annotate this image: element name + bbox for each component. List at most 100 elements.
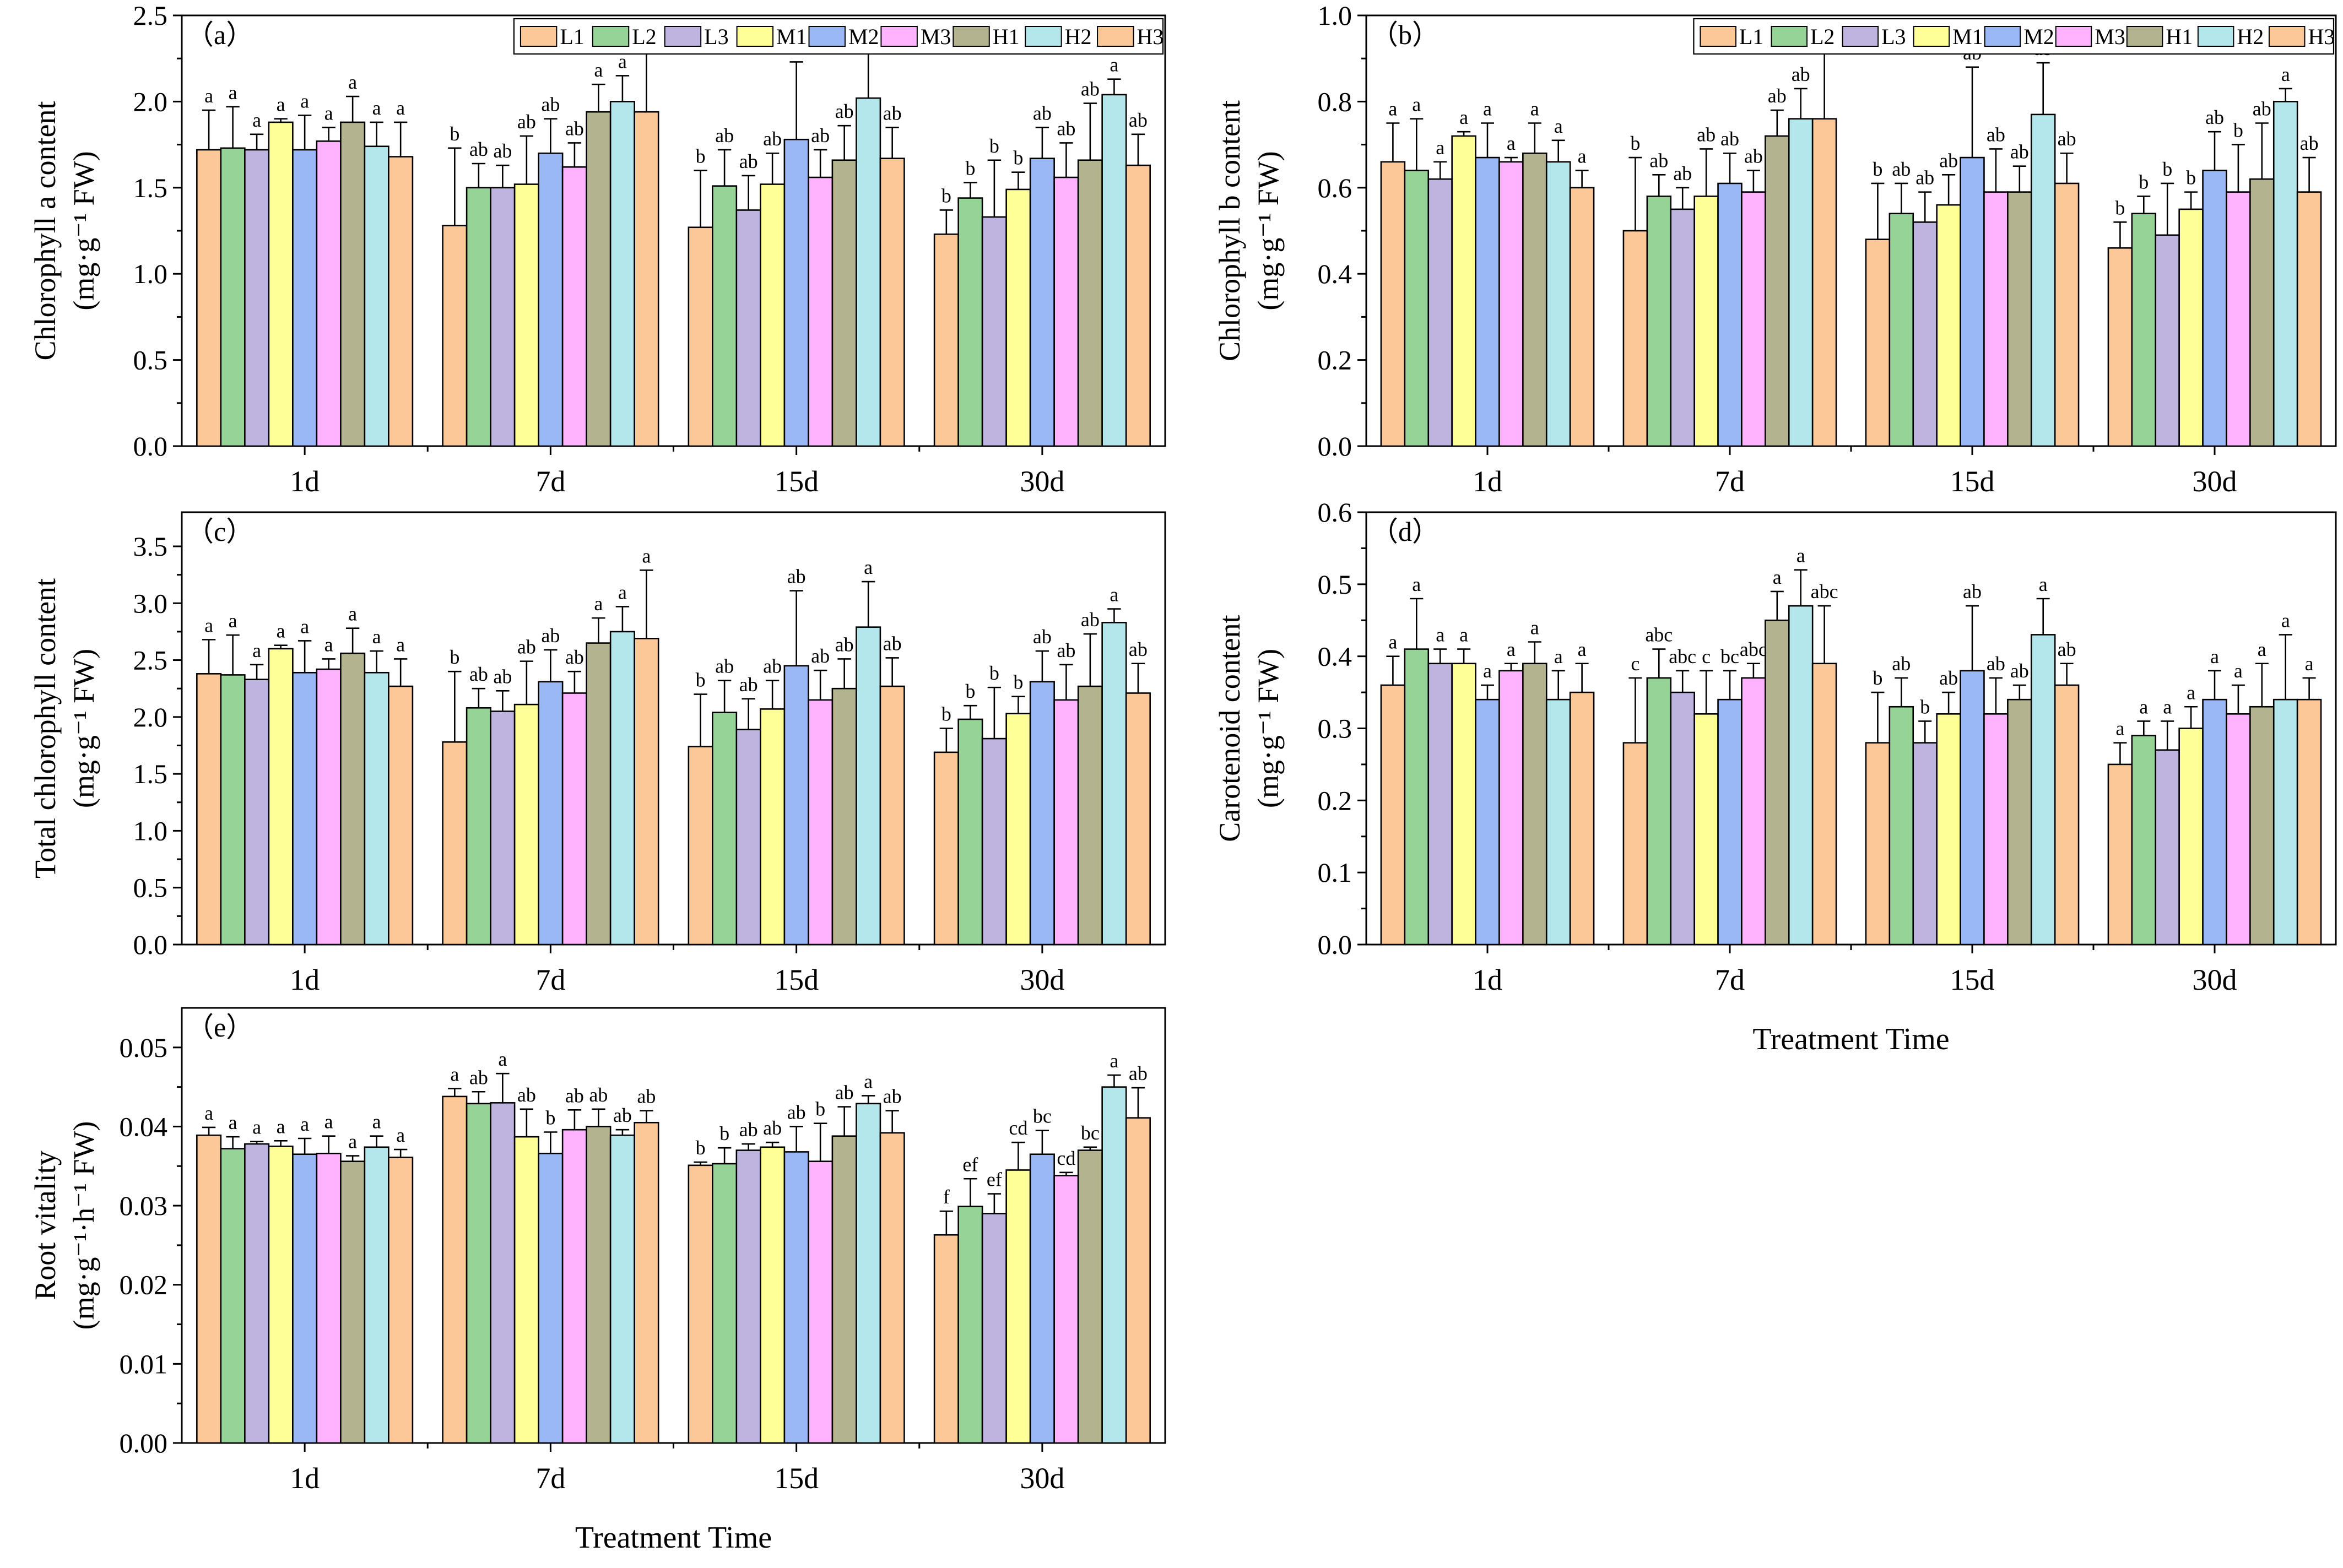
- bar-M1-15d: [1936, 204, 1961, 447]
- bar-L3-7d: [490, 187, 516, 447]
- bar-L1-30d: [2107, 247, 2133, 447]
- bar-L3-7d: [1670, 208, 1695, 447]
- legend-swatch-L2: [592, 26, 630, 47]
- significance-letter: ab: [565, 117, 584, 139]
- significance-letter: a: [324, 633, 333, 655]
- bar-M1-30d: [1005, 188, 1031, 447]
- bar-L3-30d: [2155, 749, 2180, 946]
- bar-H1-15d: [831, 687, 857, 946]
- significance-letter: a: [372, 1111, 381, 1133]
- bar-H2-15d: [856, 626, 881, 946]
- significance-letter: ab: [1649, 149, 1668, 171]
- significance-letter: a: [642, 545, 651, 567]
- bar-H2-7d: [1788, 118, 1814, 447]
- significance-letter: a: [618, 50, 627, 72]
- legend-swatch-M2: [1984, 26, 2021, 47]
- bar-L2-7d: [1646, 196, 1672, 447]
- significance-letter: ab: [787, 566, 806, 588]
- bar-M3-30d: [1053, 1175, 1079, 1444]
- bar-L2-1d: [220, 147, 246, 447]
- bar-M1-1d: [268, 648, 294, 946]
- significance-letter: ab: [1744, 145, 1763, 167]
- bar-L3-15d: [1912, 742, 1938, 946]
- y-axis-unit: (mg·g⁻¹ FW): [67, 649, 100, 808]
- bar-H1-1d: [340, 1160, 366, 1444]
- bar-M3-15d: [808, 1160, 834, 1444]
- bar-M2-15d: [783, 665, 809, 946]
- bar-M2-7d: [1717, 698, 1743, 946]
- bar-L3-30d: [981, 737, 1007, 946]
- bar-L1-7d: [442, 225, 468, 447]
- significance-letter: ab: [1057, 639, 1075, 661]
- bar-H3-1d: [388, 1157, 414, 1444]
- legend-label-H1: H1: [2166, 24, 2193, 49]
- significance-letter: ab: [787, 1101, 806, 1123]
- panel-d-carotenoid: 0.0 0.1 0.2 0.3 0.4 0.5 0.6 Carotenoid content(…: [1213, 497, 2337, 1056]
- significance-letter: ab: [1892, 653, 1911, 675]
- bar-H2-15d: [2030, 113, 2056, 447]
- bar-L1-1d: [1380, 161, 1406, 447]
- significance-letter: a: [204, 85, 213, 107]
- bar-H2-30d: [2272, 101, 2298, 447]
- y-tick-label: 2.0: [133, 702, 168, 733]
- bar-M1-7d: [1693, 196, 1719, 447]
- significance-letter: b: [2115, 197, 2125, 219]
- y-tick-label: 0.0: [1318, 431, 1352, 462]
- x-tick-label: 1d: [290, 963, 320, 996]
- bar-L1-1d: [196, 149, 222, 447]
- bar-L3-7d: [490, 1102, 516, 1444]
- bar-H2-7d: [1788, 605, 1814, 946]
- significance-letter: a: [229, 610, 237, 632]
- legend-swatch-L3: [1842, 26, 1879, 47]
- y-tick-label: 0.5: [1318, 569, 1352, 600]
- significance-letter: ab: [763, 128, 782, 150]
- significance-letter: a: [1110, 54, 1118, 76]
- significance-letter: a: [1530, 617, 1539, 639]
- y-tick-label: 0.6: [1318, 172, 1352, 203]
- bar-L3-7d: [1670, 691, 1695, 946]
- bar-L1-15d: [688, 746, 713, 946]
- panel-label: （e）: [186, 1012, 253, 1043]
- legend-label-L3: L3: [704, 24, 728, 49]
- bar-H1-1d: [1522, 152, 1547, 447]
- bar-M3-7d: [561, 692, 587, 946]
- significance-letter: b: [1873, 158, 1882, 180]
- significance-letter: ab: [637, 1086, 656, 1108]
- bar-M1-1d: [1451, 135, 1476, 447]
- bar-H1-7d: [1765, 619, 1790, 946]
- significance-letter: b: [815, 1098, 825, 1120]
- legend-swatch-H2: [2197, 26, 2234, 47]
- bar-H3-7d: [1811, 118, 1837, 447]
- significance-letter: ab: [715, 124, 734, 147]
- bar-H2-15d: [856, 97, 881, 447]
- legend-swatch-L1: [520, 26, 558, 47]
- panel-e-root-vitality: 0.00 0.01 0.02 0.03 0.04 0.05 Root vitality (mg…: [29, 1007, 1166, 1555]
- significance-letter: a: [372, 626, 381, 648]
- significance-letter: ab: [1129, 1062, 1148, 1084]
- y-axis-unit: (mg·g⁻¹·h⁻¹ FW): [67, 1121, 100, 1330]
- bar-H2-30d: [1101, 622, 1127, 946]
- significance-letter: b: [965, 157, 975, 179]
- significance-letter: abc: [1645, 624, 1673, 646]
- panel-b-chlorophyll-b: 0.0 0.2 0.4 0.6 0.8 1.0 Chlorophyll b content(…: [1213, 0, 2337, 498]
- y-tick-label: 0.0: [133, 929, 168, 960]
- legend-label-M3: M3: [921, 24, 951, 49]
- bar-H1-1d: [1522, 663, 1547, 946]
- significance-letter: ab: [469, 1066, 488, 1088]
- bar-M3-1d: [316, 1152, 342, 1444]
- bar-H1-1d: [340, 121, 366, 447]
- bar-H2-15d: [2030, 634, 2056, 946]
- significance-letter: cd: [1009, 1117, 1027, 1139]
- bar-M2-1d: [1475, 698, 1500, 946]
- significance-letter: ab: [1673, 162, 1692, 185]
- significance-letter: ab: [1081, 609, 1100, 631]
- significance-letter: b: [2139, 171, 2149, 193]
- significance-letter: ef: [962, 1153, 978, 1175]
- significance-letter: ab: [739, 1119, 758, 1141]
- bar-M1-30d: [1005, 713, 1031, 946]
- significance-letter: ab: [517, 111, 536, 133]
- bar-M2-7d: [538, 152, 564, 447]
- legend-swatch-M3: [880, 26, 918, 47]
- bar-H2-1d: [1545, 698, 1571, 946]
- significance-letter: c: [1631, 653, 1639, 675]
